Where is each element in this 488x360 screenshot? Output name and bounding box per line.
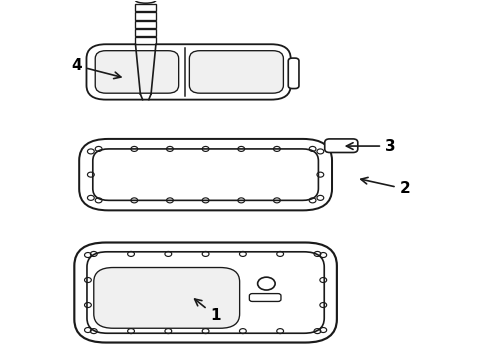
FancyBboxPatch shape: [324, 139, 357, 153]
Text: 1: 1: [194, 299, 220, 323]
FancyBboxPatch shape: [86, 44, 290, 100]
FancyBboxPatch shape: [79, 139, 331, 210]
FancyBboxPatch shape: [94, 267, 239, 328]
FancyBboxPatch shape: [74, 243, 336, 342]
FancyBboxPatch shape: [93, 149, 318, 201]
FancyBboxPatch shape: [95, 51, 178, 93]
Text: 2: 2: [360, 177, 409, 197]
Bar: [135, 21, 156, 28]
Bar: [135, 4, 156, 12]
FancyBboxPatch shape: [287, 58, 298, 89]
Bar: [135, 29, 156, 36]
Text: 4: 4: [71, 58, 121, 78]
Ellipse shape: [135, 0, 156, 3]
FancyBboxPatch shape: [87, 252, 324, 333]
FancyBboxPatch shape: [189, 51, 283, 93]
Text: 3: 3: [346, 139, 395, 154]
Bar: [135, 12, 156, 19]
Bar: [135, 37, 156, 44]
